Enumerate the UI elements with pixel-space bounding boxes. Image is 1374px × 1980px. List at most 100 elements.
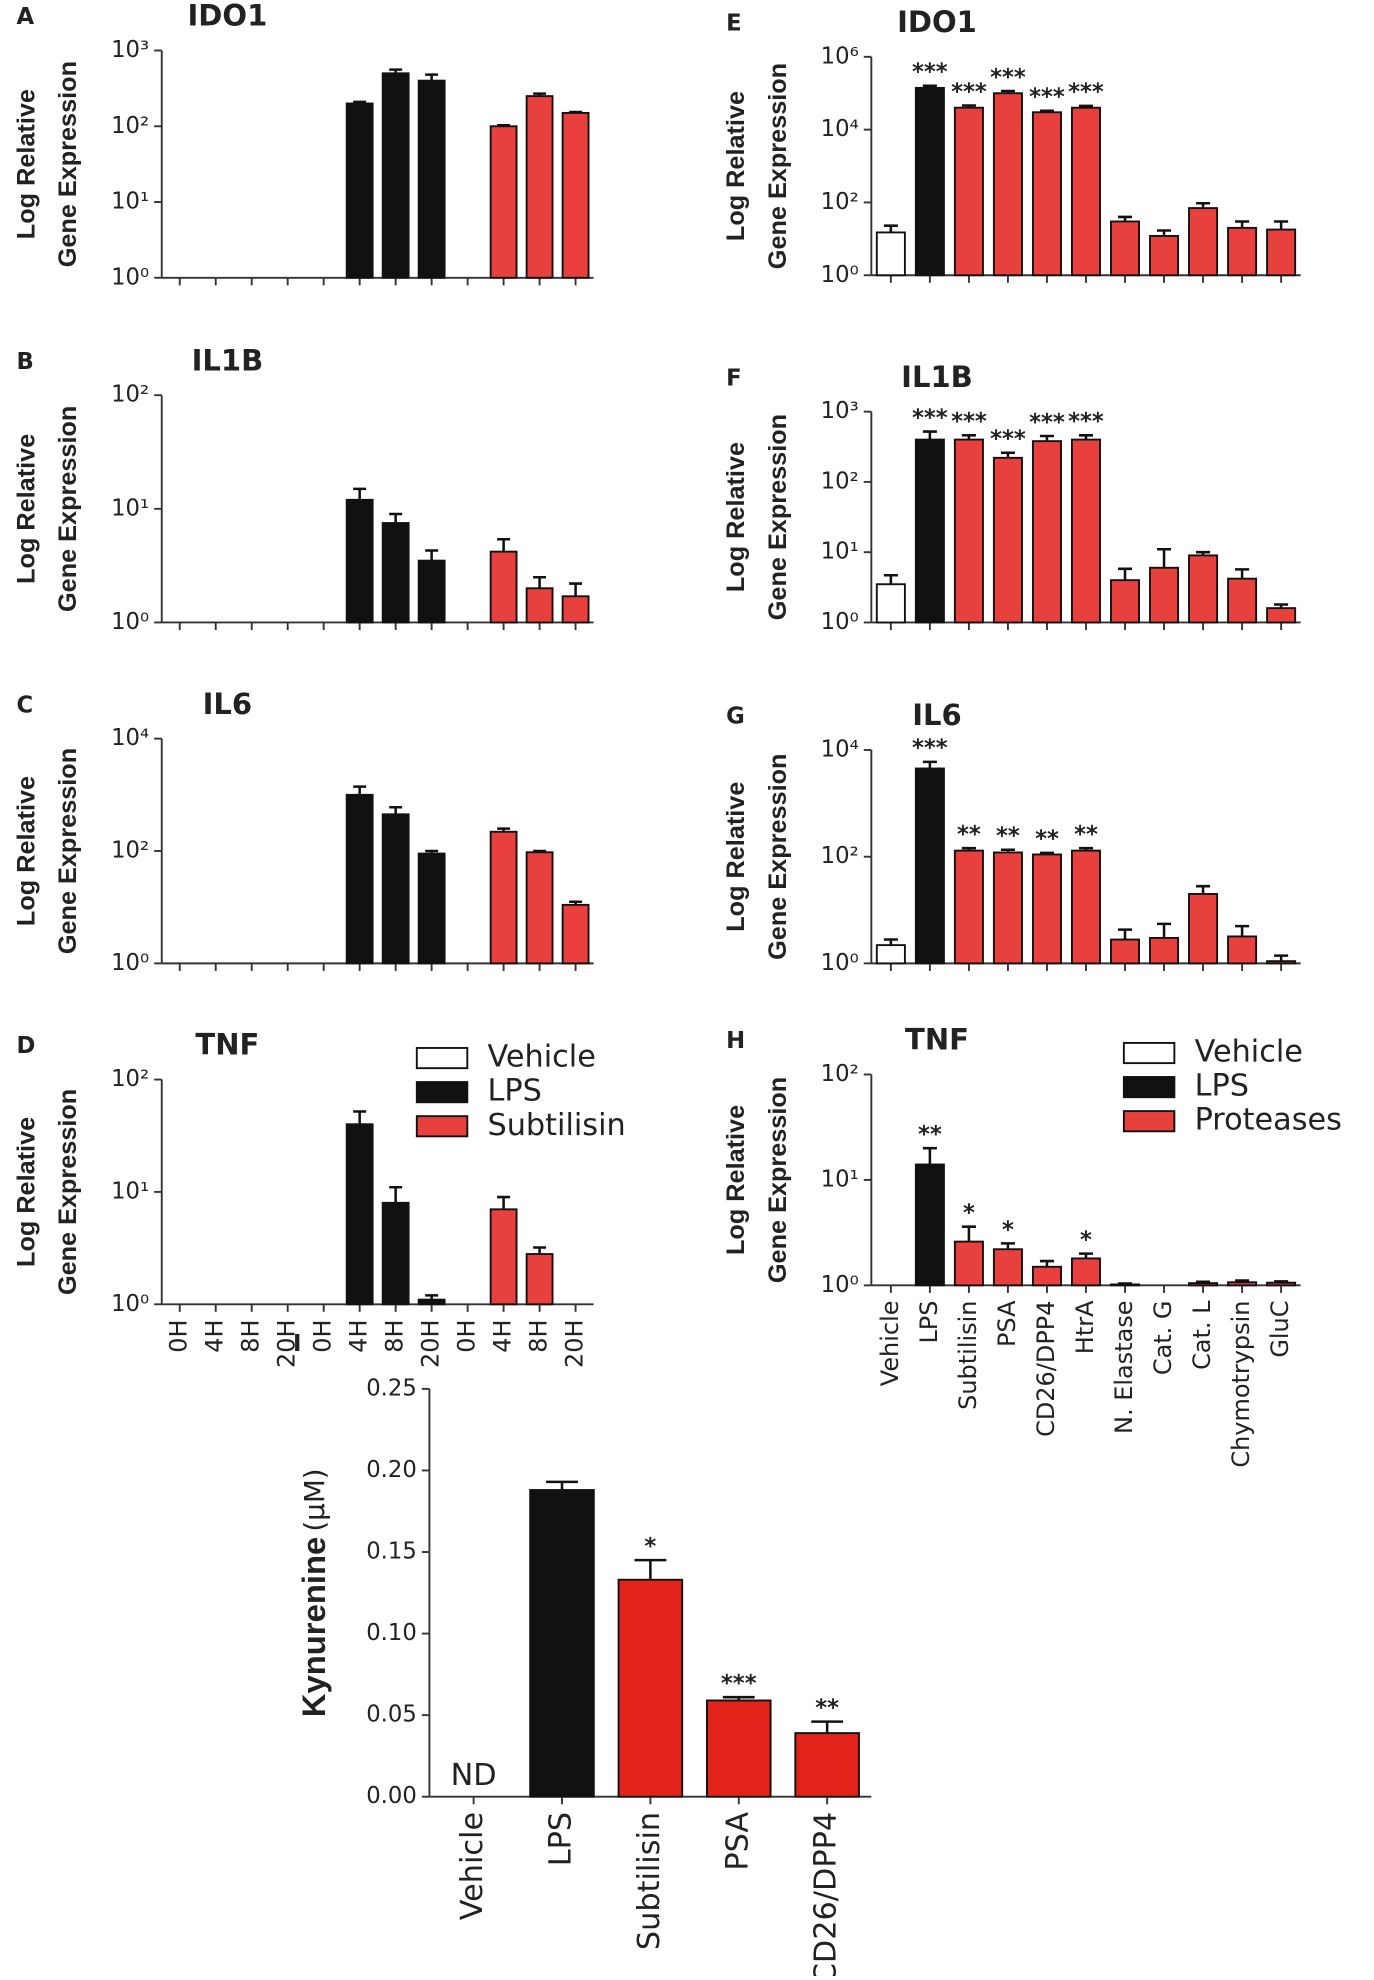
error-bar <box>569 900 583 905</box>
bar <box>1227 935 1258 965</box>
error-bar <box>1117 928 1133 940</box>
y-axis-label-unit: (μM) <box>298 1468 331 1531</box>
bar <box>381 813 410 965</box>
y-axis-label: Log Relative <box>13 1117 41 1267</box>
significance-label: * <box>644 1534 656 1560</box>
bar <box>417 852 446 965</box>
bar <box>875 231 906 277</box>
panel-letter: B <box>17 349 34 375</box>
legend-swatch <box>1122 1076 1176 1099</box>
x-tick-label: 8H <box>525 1319 553 1352</box>
panel-letter: F <box>726 365 742 391</box>
bar <box>381 72 410 279</box>
bar <box>1070 849 1101 965</box>
y-tick-label: 10⁰ <box>821 262 859 288</box>
error-bar <box>1196 1280 1211 1284</box>
legend-label: LPS <box>1195 1069 1249 1104</box>
bar <box>345 793 374 965</box>
bar <box>525 587 554 624</box>
bar <box>525 95 554 279</box>
x-tick-label: Subtilisin <box>632 1812 667 1950</box>
significance-label: * <box>963 1201 975 1227</box>
y-axis-label: Gene Expression <box>764 1077 792 1283</box>
bar <box>417 559 446 624</box>
legend-swatch <box>415 1081 469 1104</box>
bar <box>1188 554 1219 624</box>
significance-label: ** <box>918 1122 942 1148</box>
error-bar <box>1000 89 1015 94</box>
y-tick-label: 10³ <box>111 37 149 63</box>
bar <box>1266 1281 1297 1287</box>
error-bar <box>389 1185 403 1203</box>
error-bar <box>1000 848 1015 853</box>
panel-title: IL6 <box>912 698 962 732</box>
bar <box>529 1489 595 1798</box>
error-bar <box>634 1558 667 1580</box>
y-axis-label: Log Relative <box>13 434 41 584</box>
significance-label: *** <box>1029 85 1065 111</box>
y-tick-label: 10⁰ <box>111 609 149 635</box>
y-tick-label: 10⁰ <box>111 950 149 976</box>
error-bar <box>533 92 547 97</box>
significance-label: *** <box>912 405 948 431</box>
y-axis-label: Gene Expression <box>54 748 82 954</box>
x-tick-label: LPS <box>915 1300 943 1343</box>
error-bar <box>425 549 439 561</box>
panel-letter: E <box>726 10 742 36</box>
bar <box>794 1732 860 1798</box>
x-tick-label: 8H <box>381 1319 409 1352</box>
error-bar <box>883 224 898 233</box>
x-tick-label: Subtilisin <box>954 1300 982 1409</box>
error-bar <box>497 1195 511 1210</box>
bar <box>489 125 518 279</box>
y-tick-label: 10² <box>821 843 859 869</box>
y-tick-label: 10¹ <box>111 1178 149 1204</box>
x-tick-label: PSA <box>993 1300 1021 1347</box>
error-bar <box>1000 451 1015 458</box>
error-bar <box>922 430 937 440</box>
bar <box>1031 111 1062 277</box>
significance-label: ** <box>957 822 981 848</box>
bar <box>417 1298 446 1306</box>
bar <box>1227 577 1258 624</box>
error-bar <box>1078 846 1094 851</box>
error-bar <box>811 1720 844 1734</box>
bar <box>1110 938 1141 965</box>
x-tick-label: Vehicle <box>876 1300 904 1386</box>
bar <box>875 944 906 965</box>
error-bar <box>922 84 937 88</box>
y-axis-label: Log Relative <box>13 776 41 926</box>
error-bar <box>883 573 898 585</box>
panel-title: IL1B <box>192 343 264 377</box>
bar <box>1149 936 1180 965</box>
significance-label: ND <box>451 1758 497 1793</box>
significance-label: *** <box>1068 80 1104 106</box>
error-bar <box>1039 109 1054 113</box>
x-tick-label: Cat. G <box>1149 1300 1177 1375</box>
error-bar <box>1274 954 1289 962</box>
bar <box>1149 235 1180 277</box>
bar <box>992 92 1023 277</box>
y-tick-label: 10² <box>111 838 149 864</box>
bar <box>525 851 554 965</box>
y-tick-label: 0.00 <box>366 1783 417 1809</box>
bar <box>953 106 984 277</box>
y-tick-label: 10⁰ <box>111 264 149 290</box>
error-bar <box>961 104 976 108</box>
x-tick-label: GluC <box>1266 1300 1294 1357</box>
error-bar <box>1117 567 1133 581</box>
bar <box>417 79 446 279</box>
error-bar <box>1235 568 1250 579</box>
error-bar <box>922 760 937 769</box>
error-bar <box>1235 220 1250 228</box>
bar <box>561 903 590 965</box>
y-axis-label: Gene Expression <box>764 63 792 269</box>
bar <box>992 1248 1023 1287</box>
bar <box>914 767 945 965</box>
error-bar <box>1196 550 1211 556</box>
x-tick-label: CD26/DPP4 <box>1032 1300 1060 1436</box>
bar <box>1227 226 1258 277</box>
y-tick-label: 10¹ <box>111 189 149 215</box>
bar <box>914 86 945 277</box>
error-bar <box>353 1110 367 1125</box>
